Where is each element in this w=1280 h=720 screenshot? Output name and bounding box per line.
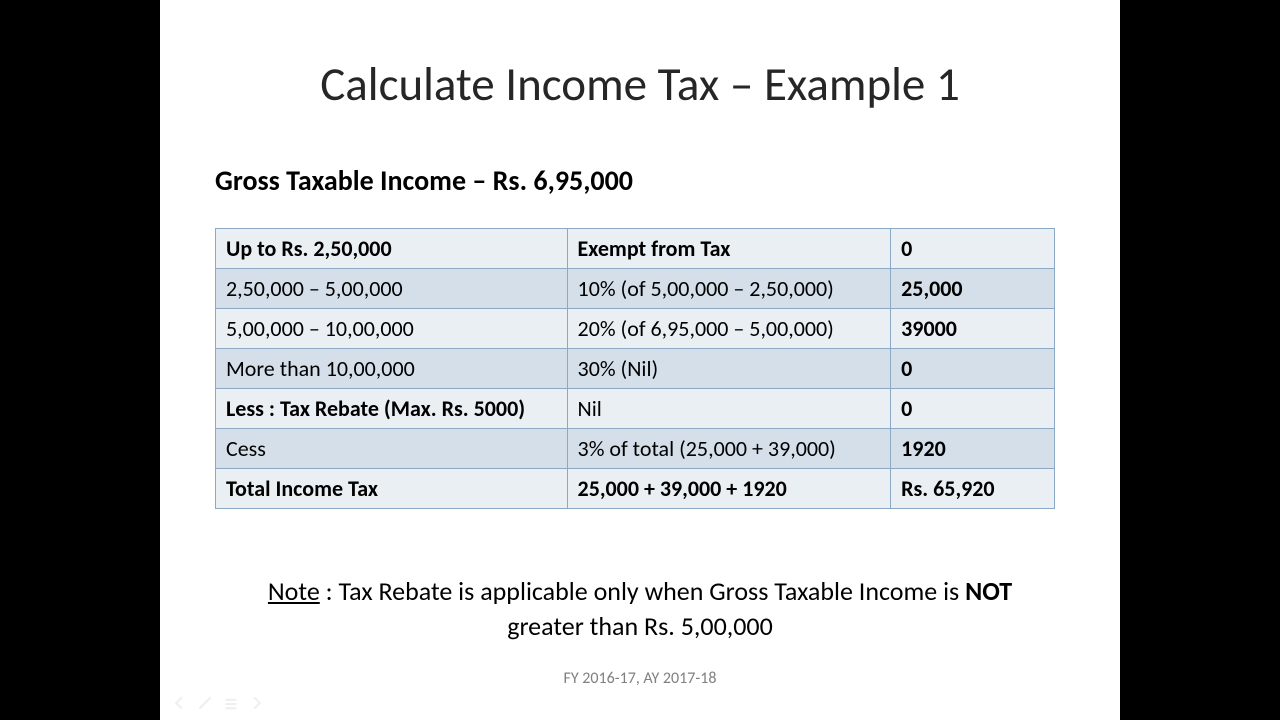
footer-text: FY 2016-17, AY 2017-18 (215, 669, 1065, 688)
table-cell-rate: 25,000 + 39,000 + 1920 (567, 469, 891, 509)
table-cell-amount: 0 (891, 229, 1055, 269)
table-cell-amount: Rs. 65,920 (891, 469, 1055, 509)
table-cell-rate: 30% (Nil) (567, 349, 891, 389)
table-cell-slab: 2,50,000 – 5,00,000 (216, 269, 568, 309)
table-cell-amount: 1920 (891, 429, 1055, 469)
table-cell-rate: 20% (of 6,95,000 – 5,00,000) (567, 309, 891, 349)
tax-table: Up to Rs. 2,50,000Exempt from Tax02,50,0… (215, 228, 1055, 509)
prev-icon[interactable] (172, 696, 186, 710)
table-cell-slab: Total Income Tax (216, 469, 568, 509)
note-bold: NOT (965, 575, 1012, 607)
table-cell-rate: 3% of total (25,000 + 39,000) (567, 429, 891, 469)
table-cell-amount: 0 (891, 349, 1055, 389)
table-row: Less : Tax Rebate (Max. Rs. 5000)Nil0 (216, 389, 1055, 429)
note-label: Note (268, 575, 320, 607)
table-row: Cess3% of total (25,000 + 39,000)1920 (216, 429, 1055, 469)
note-text: Note : Tax Rebate is applicable only whe… (215, 574, 1065, 644)
table-cell-amount: 25,000 (891, 269, 1055, 309)
table-row: 5,00,000 – 10,00,00020% (of 6,95,000 – 5… (216, 309, 1055, 349)
table-row: Total Income Tax25,000 + 39,000 + 1920Rs… (216, 469, 1055, 509)
slide-title: Calculate Income Tax – Example 1 (215, 55, 1065, 113)
table-row: More than 10,00,00030% (Nil)0 (216, 349, 1055, 389)
tax-table-body: Up to Rs. 2,50,000Exempt from Tax02,50,0… (216, 229, 1055, 509)
table-cell-slab: 5,00,000 – 10,00,000 (216, 309, 568, 349)
pen-icon[interactable] (198, 696, 212, 710)
slide: Calculate Income Tax – Example 1 Gross T… (160, 0, 1120, 720)
nav-icons (172, 696, 264, 710)
table-cell-slab: More than 10,00,000 (216, 349, 568, 389)
table-cell-rate: 10% (of 5,00,000 – 2,50,000) (567, 269, 891, 309)
slide-subtitle: Gross Taxable Income – Rs. 6,95,000 (215, 163, 1065, 198)
next-icon[interactable] (250, 696, 264, 710)
table-cell-amount: 39000 (891, 309, 1055, 349)
table-cell-slab: Less : Tax Rebate (Max. Rs. 5000) (216, 389, 568, 429)
table-cell-rate: Nil (567, 389, 891, 429)
table-cell-slab: Up to Rs. 2,50,000 (216, 229, 568, 269)
table-cell-amount: 0 (891, 389, 1055, 429)
menu-icon[interactable] (224, 696, 238, 710)
note-before: : Tax Rebate is applicable only when Gro… (320, 575, 965, 607)
table-row: 2,50,000 – 5,00,00010% (of 5,00,000 – 2,… (216, 269, 1055, 309)
table-cell-rate: Exempt from Tax (567, 229, 891, 269)
note-after: greater than Rs. 5,00,000 (507, 610, 773, 642)
table-cell-slab: Cess (216, 429, 568, 469)
table-row: Up to Rs. 2,50,000Exempt from Tax0 (216, 229, 1055, 269)
